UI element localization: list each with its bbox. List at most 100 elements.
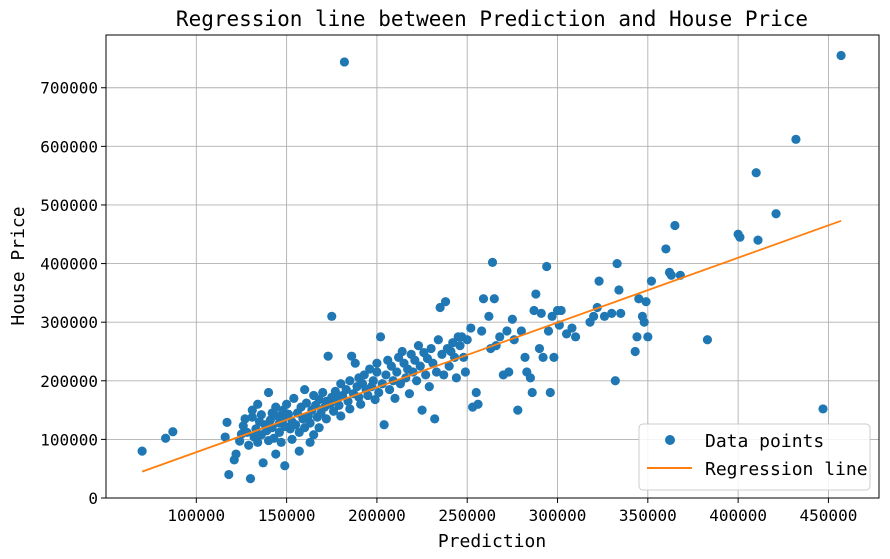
data-point <box>471 387 481 398</box>
data-point <box>424 382 434 392</box>
data-point <box>433 335 443 345</box>
data-point <box>330 386 340 396</box>
x-tick-label: 350000 <box>619 506 677 525</box>
x-tick-label: 200000 <box>348 506 406 525</box>
data-point <box>327 311 337 321</box>
data-point <box>274 427 284 437</box>
data-point <box>390 393 400 403</box>
data-point <box>473 399 483 409</box>
data-point <box>318 387 328 398</box>
data-point <box>263 387 274 398</box>
data-point <box>561 329 572 339</box>
data-point <box>224 469 234 480</box>
chart-title: Regression line between Prediction and H… <box>176 7 808 31</box>
data-point <box>395 379 405 389</box>
data-point <box>545 387 555 398</box>
y-tick-label: 400000 <box>40 255 98 274</box>
data-point <box>753 235 763 245</box>
data-point <box>137 446 147 456</box>
data-point <box>381 370 391 380</box>
data-point <box>244 440 254 450</box>
data-point <box>614 285 624 295</box>
data-point <box>294 446 304 456</box>
data-point <box>567 323 577 333</box>
data-point <box>489 294 499 304</box>
data-point <box>556 305 566 316</box>
data-point <box>253 437 263 447</box>
y-tick-label: 600000 <box>40 137 98 156</box>
data-point <box>365 364 375 374</box>
y-tick-label: 0 <box>88 489 98 508</box>
data-point <box>341 384 351 395</box>
data-point <box>451 373 461 383</box>
data-point <box>368 376 378 386</box>
data-point <box>247 412 257 422</box>
data-point <box>415 361 425 371</box>
data-point <box>222 417 232 427</box>
data-point <box>372 367 382 377</box>
data-point <box>507 314 517 324</box>
data-point <box>168 427 178 437</box>
data-point <box>271 449 281 459</box>
data-point <box>430 414 440 424</box>
data-point <box>336 379 346 389</box>
legend: Data points Regression line <box>638 423 871 491</box>
data-point <box>410 355 420 365</box>
data-point <box>612 258 622 269</box>
data-point <box>247 405 257 415</box>
x-tick-label: 150000 <box>258 506 316 525</box>
data-point <box>610 376 620 386</box>
legend-box <box>638 423 871 491</box>
data-point <box>356 399 366 409</box>
data-point <box>256 410 266 420</box>
data-point <box>641 297 651 307</box>
data-point <box>431 367 442 377</box>
data-point <box>328 406 339 416</box>
plot-frame <box>105 34 880 499</box>
data-point <box>466 323 476 333</box>
data-point <box>363 390 373 401</box>
data-point <box>305 437 315 447</box>
data-point <box>347 351 357 361</box>
data-point <box>280 461 290 471</box>
x-tick-label: 100000 <box>167 506 225 525</box>
regression-line-series <box>141 219 842 473</box>
data-point <box>392 367 402 377</box>
data-point <box>282 399 292 409</box>
x-tick-label: 400000 <box>709 506 767 525</box>
data-point <box>495 332 505 342</box>
data-point <box>670 220 680 231</box>
data-point <box>283 409 294 419</box>
data-point <box>735 232 745 242</box>
data-point <box>437 349 447 360</box>
x-axis-label: Prediction <box>438 531 546 552</box>
data-point <box>536 308 546 318</box>
data-point <box>570 332 581 342</box>
data-point <box>702 335 713 345</box>
data-point <box>271 402 281 412</box>
data-point <box>231 449 241 459</box>
data-point <box>370 394 380 405</box>
data-point <box>235 436 245 446</box>
data-point <box>818 404 828 414</box>
data-point <box>384 384 395 395</box>
data-point <box>413 341 424 351</box>
data-point <box>269 433 279 443</box>
data-point <box>444 361 454 371</box>
data-point <box>455 341 465 351</box>
data-point <box>549 352 559 362</box>
data-point <box>240 414 250 424</box>
legend-label-regression-line: Regression line <box>705 459 868 480</box>
data-point <box>616 308 626 318</box>
y-tick-label: 200000 <box>40 372 98 391</box>
data-point <box>426 343 436 354</box>
data-point <box>375 332 386 342</box>
data-point <box>301 398 312 408</box>
data-point <box>502 326 512 336</box>
data-point <box>345 404 355 414</box>
data-point <box>630 346 640 357</box>
data-point <box>547 311 557 321</box>
x-tick-label: 300000 <box>529 506 587 525</box>
x-axis-ticks: 100000 150000 200000 250000 300000 350000 4000… <box>167 498 857 525</box>
data-point <box>339 57 350 67</box>
